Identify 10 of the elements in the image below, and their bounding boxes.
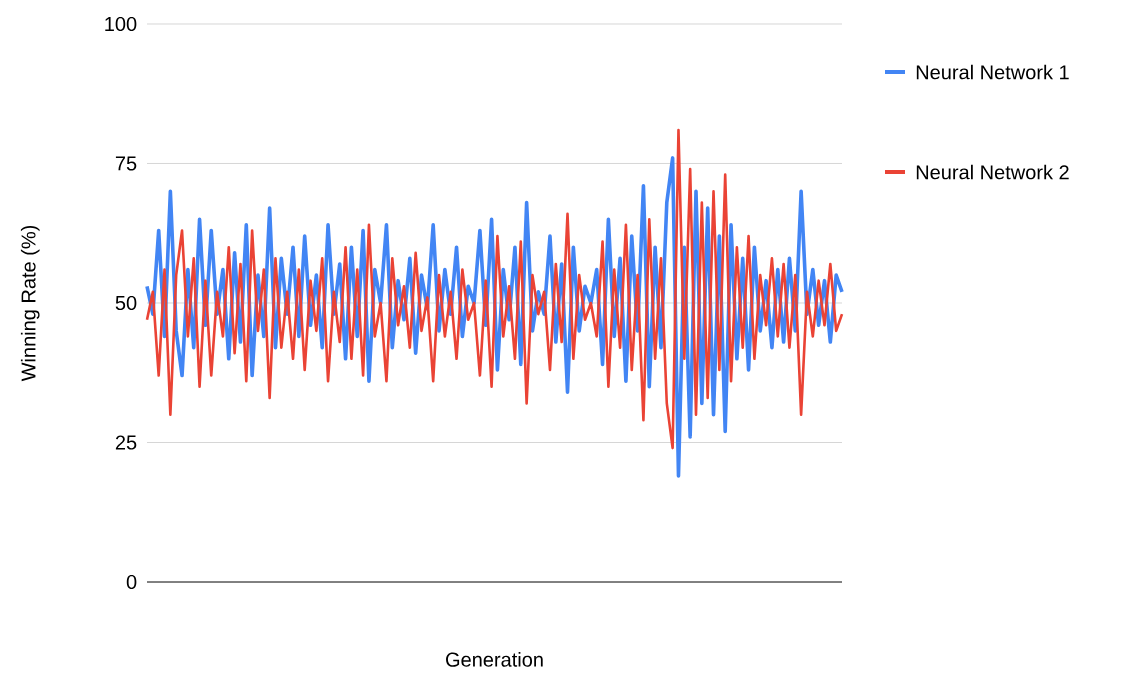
x-axis-title: Generation xyxy=(446,652,543,667)
legend-label: Neural Network 2 xyxy=(916,164,1069,180)
y-tick-label: 75 xyxy=(115,156,137,171)
legend-label: Neural Network 1 xyxy=(916,64,1069,80)
line-series xyxy=(145,128,844,450)
y-tick-label: 25 xyxy=(115,435,137,450)
y-tick-label: 0 xyxy=(126,574,137,590)
y-tick-label: 100 xyxy=(105,16,137,32)
y-tick-label: 50 xyxy=(115,295,137,311)
y-axis-title: Winning Rate (%) xyxy=(20,225,40,382)
